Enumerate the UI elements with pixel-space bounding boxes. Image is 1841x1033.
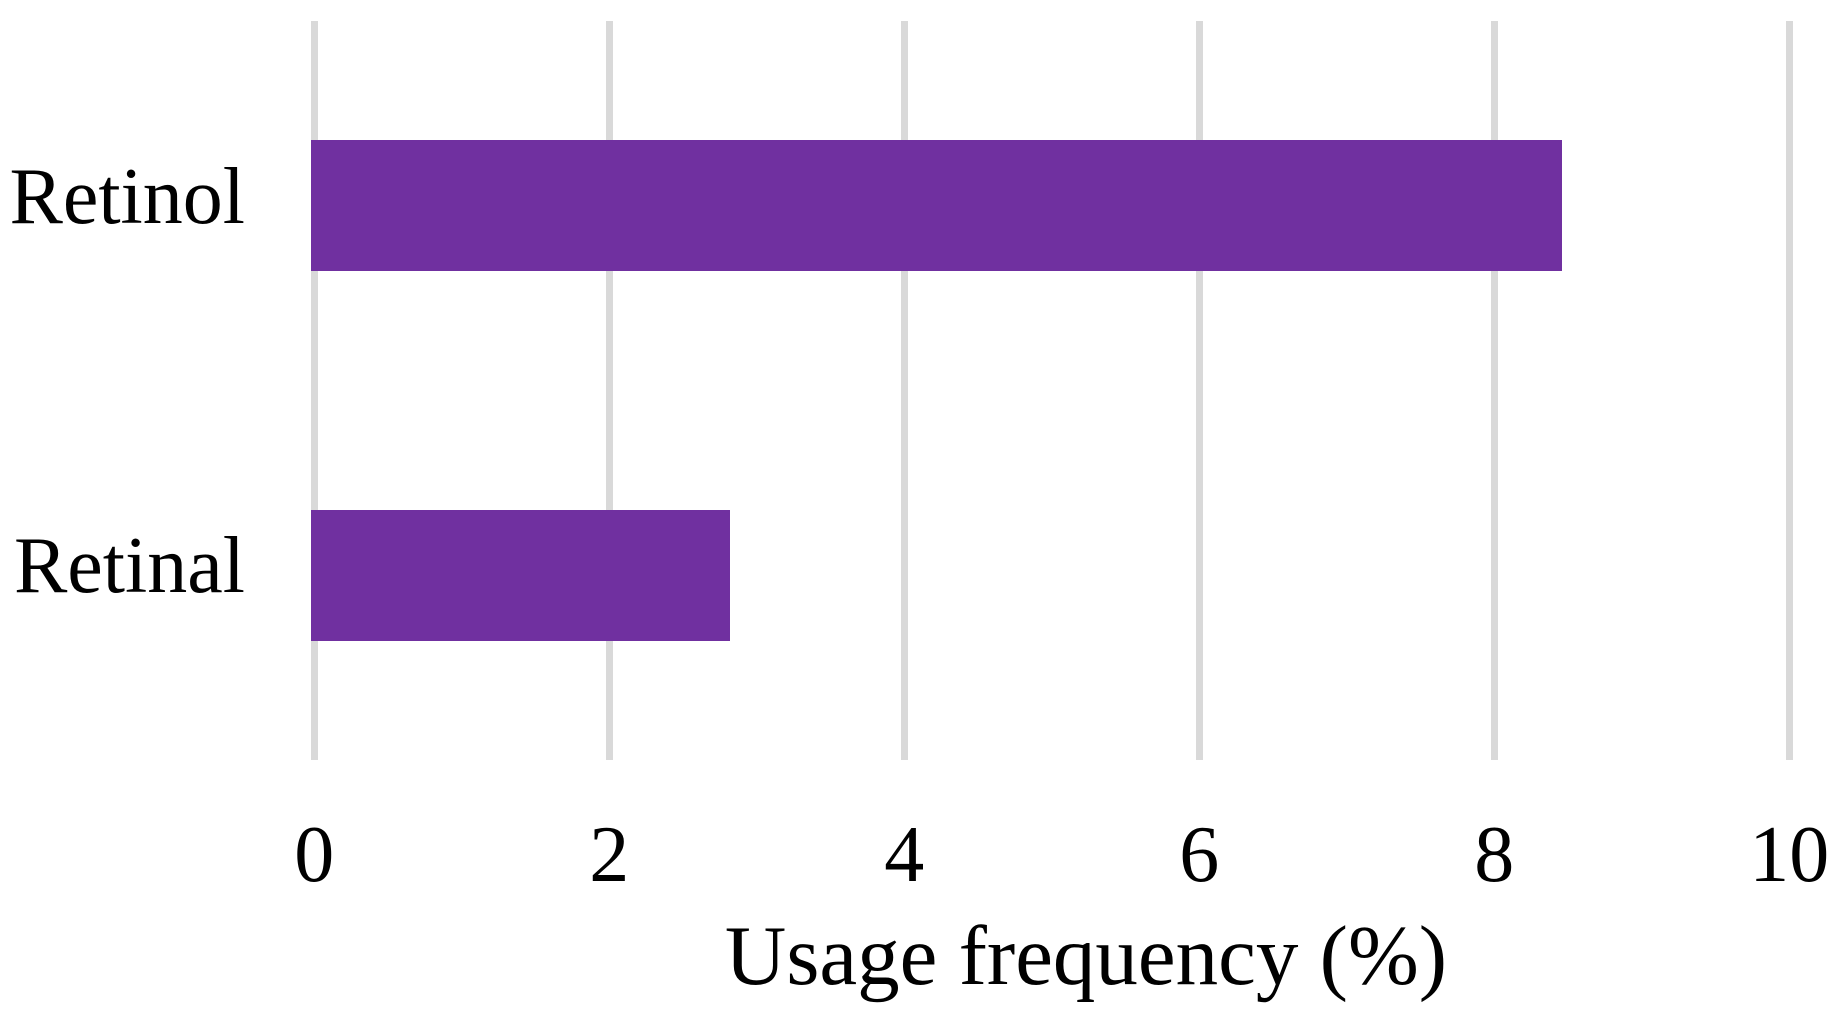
bar-retinal [310,509,731,641]
bar-retinol [310,140,1563,272]
x-tick-label-2: 2 [589,811,630,899]
gridline-0 [310,21,318,760]
x-tick-label-6: 6 [1179,811,1220,899]
x-tick-label-8: 8 [1474,811,1515,899]
x-tick-label-4: 4 [884,811,925,899]
x-axis-title: Usage frequency (%) [724,909,1448,1003]
gridline-4 [900,21,908,760]
gridline-6 [1195,21,1203,760]
x-tick-label-10: 10 [1749,811,1830,899]
x-tick-label-0: 0 [294,811,335,899]
gridline-10 [1785,21,1793,760]
category-label-retinal: Retinal [13,522,245,611]
category-label-retinol: Retinol [9,152,245,241]
gridline-2 [605,21,613,760]
gridline-8 [1490,21,1498,760]
